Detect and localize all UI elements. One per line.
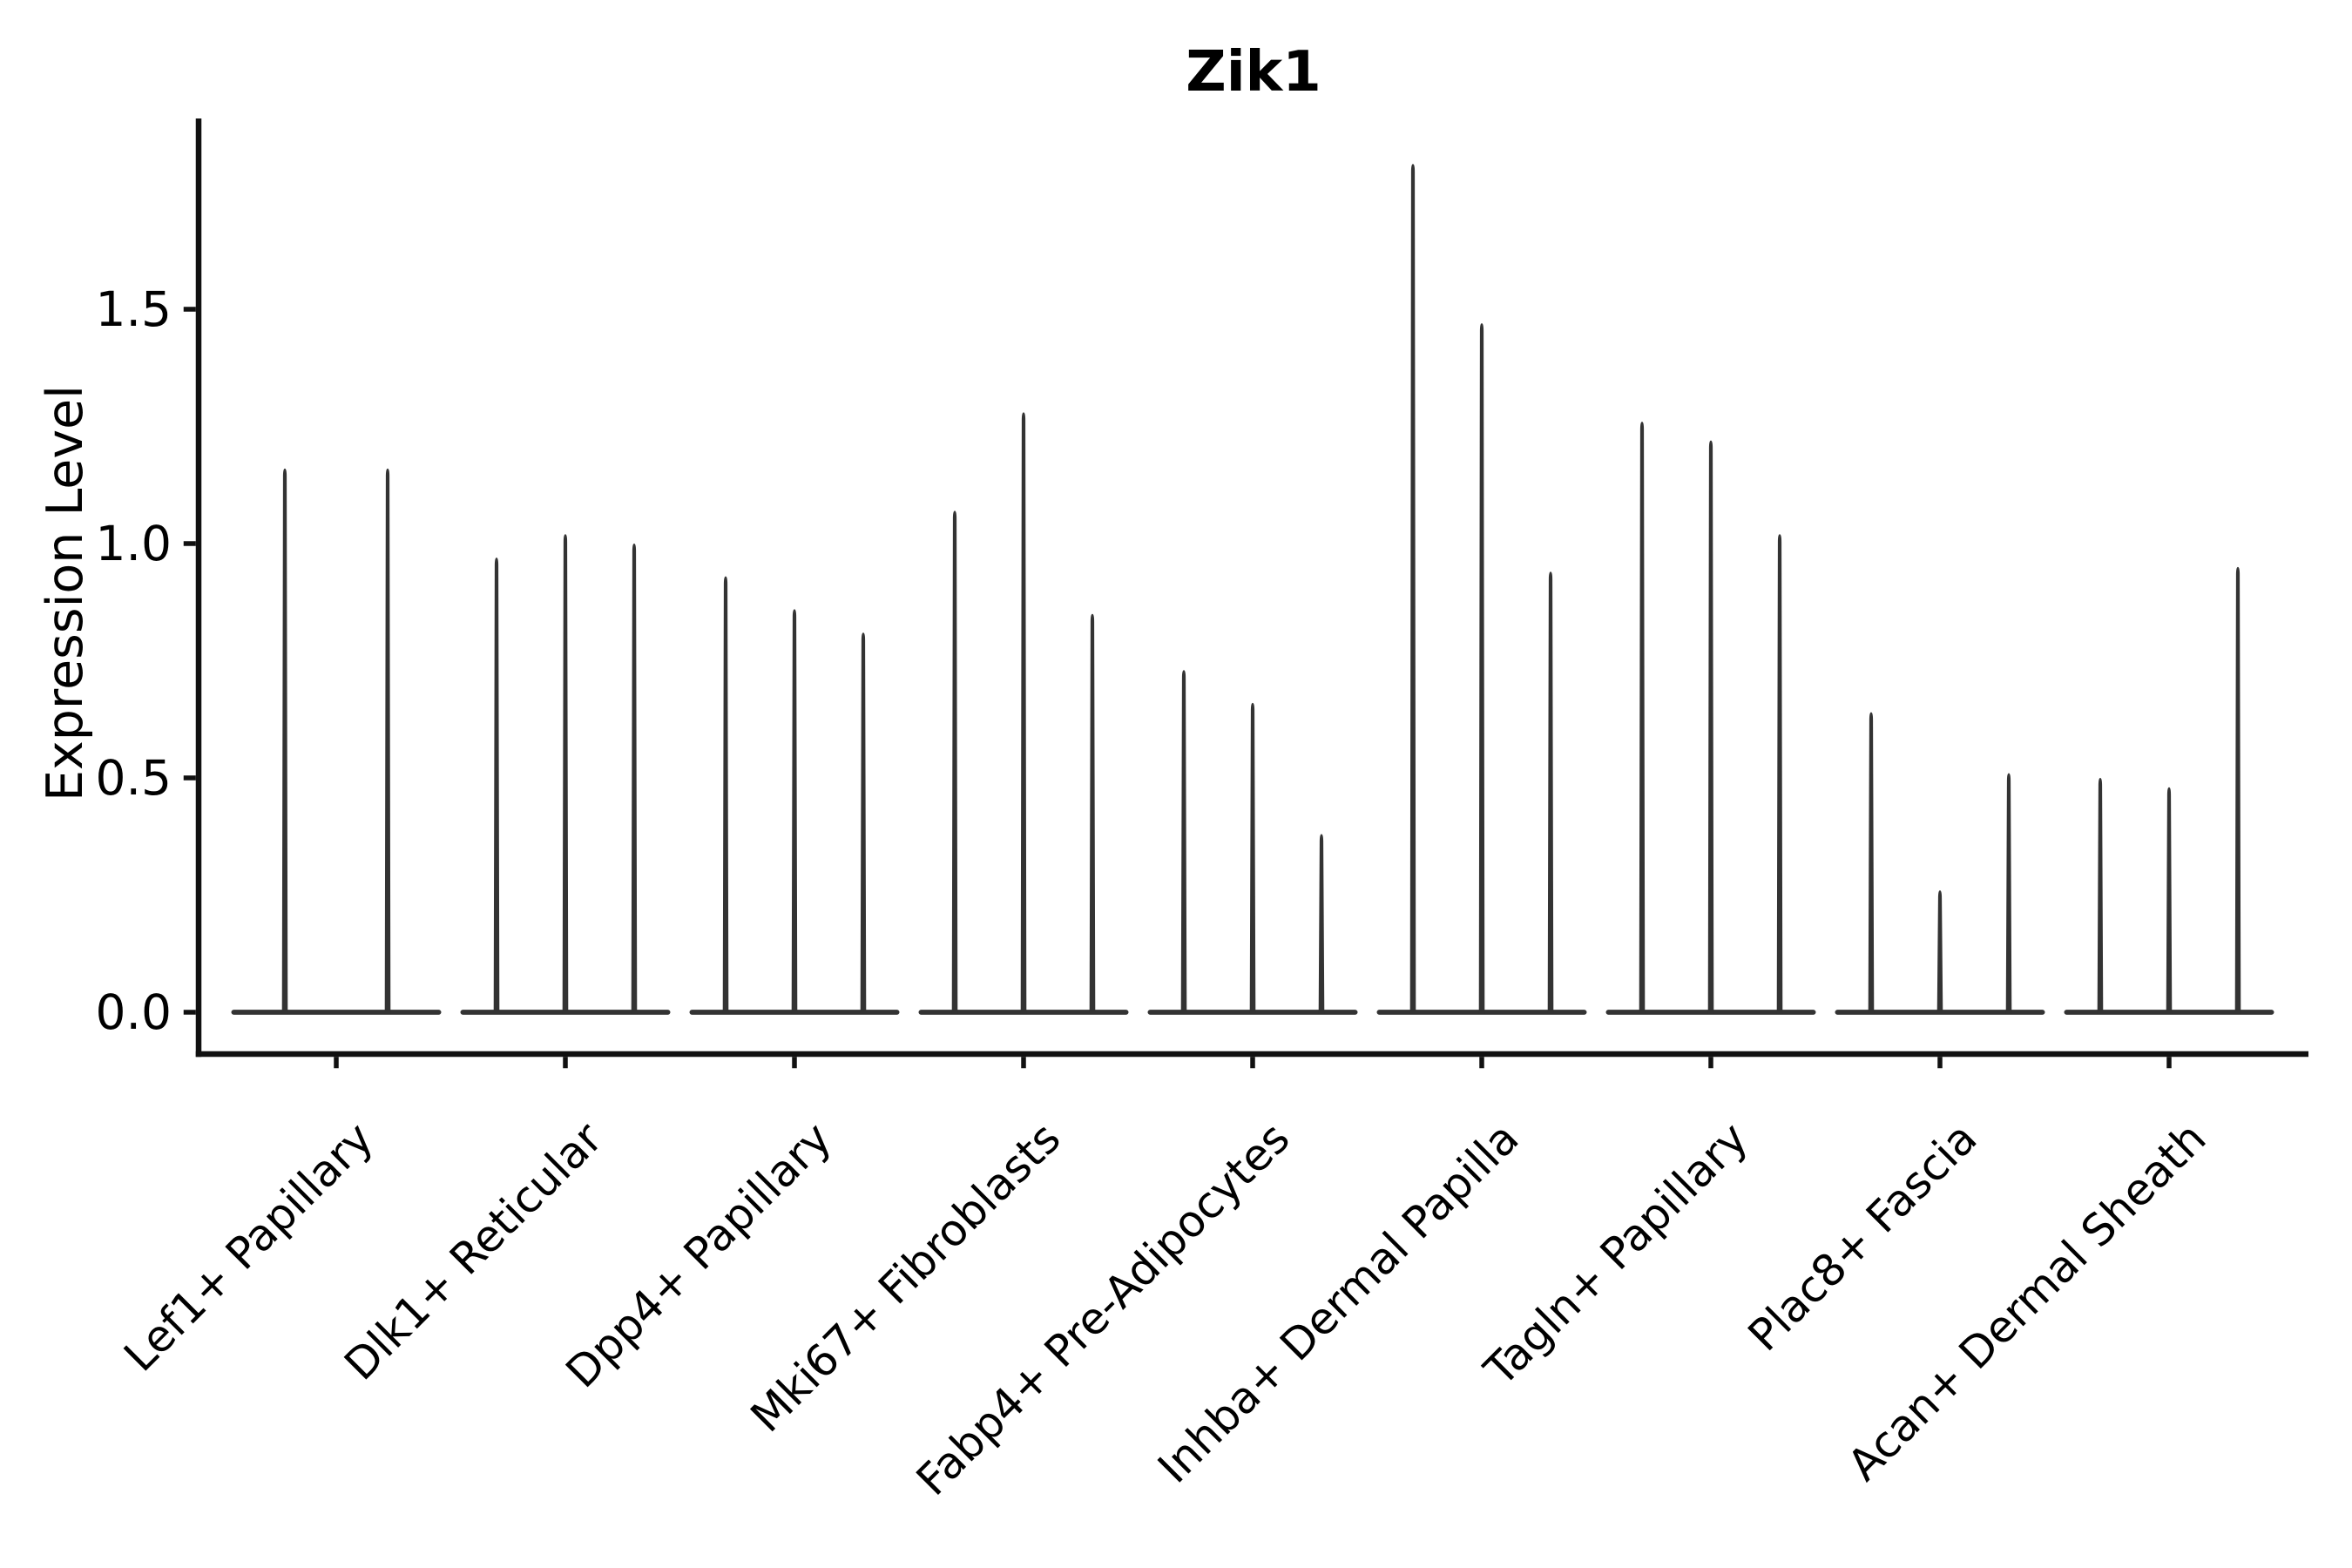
x-tick (1021, 1057, 1026, 1069)
violin-needle (384, 468, 391, 1014)
x-tick (1937, 1057, 1943, 1069)
x-tick-label: Lef1+ Papillary (114, 1112, 382, 1381)
x-tick (334, 1057, 339, 1069)
violin-needle (1249, 702, 1256, 1014)
violin-needle (281, 468, 288, 1014)
y-tick-label: 0.5 (96, 750, 172, 806)
x-tick (563, 1057, 568, 1069)
y-tick-label: 1.0 (96, 516, 172, 571)
x-tick (1708, 1057, 1713, 1069)
violin-needle (1936, 890, 1943, 1014)
violin-needle (1776, 534, 1783, 1014)
violin-needle (493, 558, 500, 1014)
violin-needle (791, 609, 798, 1014)
x-tick (1250, 1057, 1255, 1069)
y-axis-spine (195, 118, 202, 1058)
violin-needle (2234, 566, 2241, 1014)
violin-needle (1707, 440, 1714, 1014)
violin-needle (1478, 323, 1485, 1014)
violin-needle (2005, 773, 2012, 1014)
violin-base (231, 1010, 442, 1015)
y-tick (183, 1010, 196, 1015)
violin-needle (1020, 412, 1027, 1014)
violin-needle (1180, 670, 1187, 1014)
violin-needle (1868, 712, 1875, 1014)
violin-needle (2166, 787, 2173, 1014)
violin-needle (631, 544, 638, 1014)
violin-needle (2097, 778, 2104, 1014)
x-axis-spine (195, 1051, 2308, 1058)
y-tick (183, 541, 196, 546)
y-tick-label: 0.0 (96, 984, 172, 1040)
y-tick-label: 1.5 (96, 281, 172, 337)
x-tick (792, 1057, 797, 1069)
violin-needle (1547, 571, 1554, 1014)
violin-needle (1089, 613, 1096, 1014)
x-tick (1479, 1057, 1484, 1069)
violin-needle (860, 632, 867, 1014)
violin-needle (1409, 164, 1416, 1015)
y-axis-title: Expression Level (37, 385, 94, 801)
x-tick-label: Fabp4+ Pre-Adipocytes (907, 1112, 1300, 1505)
violin-needle (562, 534, 569, 1014)
y-tick (183, 307, 196, 312)
chart-title: Zik1 (1186, 40, 1321, 105)
x-tick (2166, 1057, 2172, 1069)
violin-needle (1318, 834, 1325, 1014)
violin-needle (1639, 422, 1646, 1014)
violin-needle (951, 510, 958, 1014)
y-tick (183, 775, 196, 781)
violin-needle (722, 576, 729, 1014)
x-tick-label: Plac8+ Fascia (1739, 1112, 1987, 1361)
